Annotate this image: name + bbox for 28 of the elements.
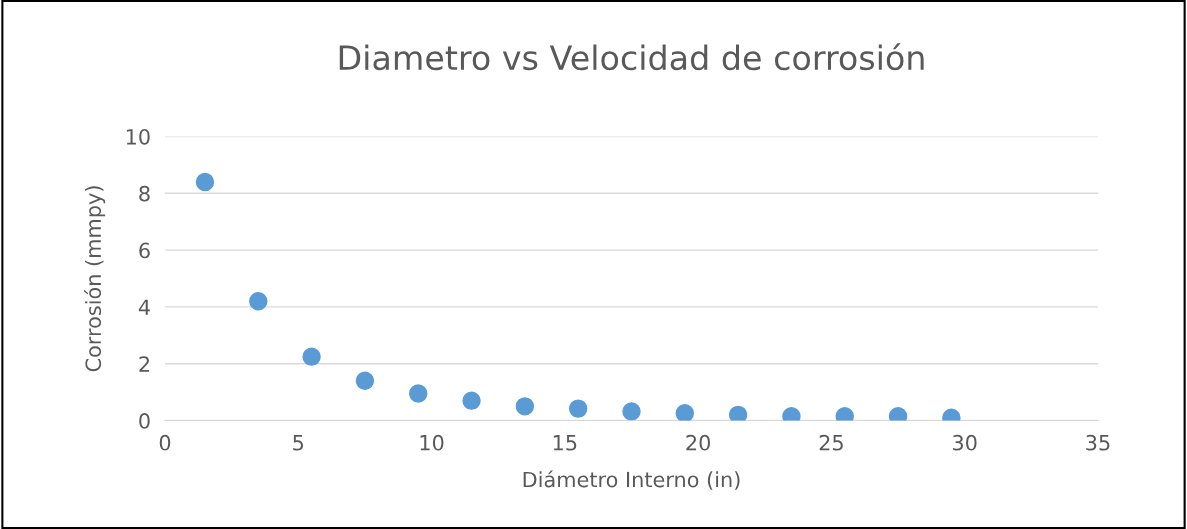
point: [728, 405, 748, 421]
point: [302, 347, 321, 366]
x-tick-label: 35: [1086, 434, 1110, 451]
x-tick-label: 20: [686, 434, 710, 451]
point: [195, 172, 215, 192]
y-tick-label: 6: [139, 242, 150, 259]
y-tick-label: 10: [126, 128, 150, 145]
x-tick-label: 15: [553, 435, 577, 451]
point: [409, 384, 428, 403]
x-axis-title: Diámetro Interno (in): [523, 470, 740, 490]
x-tick-label: 10: [420, 434, 444, 451]
y-tick-label: 0: [139, 413, 150, 429]
point: [622, 402, 641, 421]
point: [675, 403, 694, 421]
x-tick-label: 30: [953, 434, 977, 451]
point: [355, 371, 375, 390]
point: [515, 397, 535, 416]
x-tick-label: 5: [293, 435, 304, 451]
point: [568, 399, 588, 418]
x-tick-label: 25: [819, 434, 843, 451]
y-axis-title: Corrosión (mmpy): [84, 186, 106, 372]
y-tick-label: 4: [138, 299, 150, 315]
point: [462, 391, 481, 410]
y-tick-label: 2: [139, 356, 150, 372]
x-tick-label: 0: [159, 434, 171, 451]
y-tick-label: 8: [139, 185, 150, 202]
point: [249, 292, 268, 311]
chart-title: Diametro vs Velocidad de corrosión: [339, 43, 924, 71]
